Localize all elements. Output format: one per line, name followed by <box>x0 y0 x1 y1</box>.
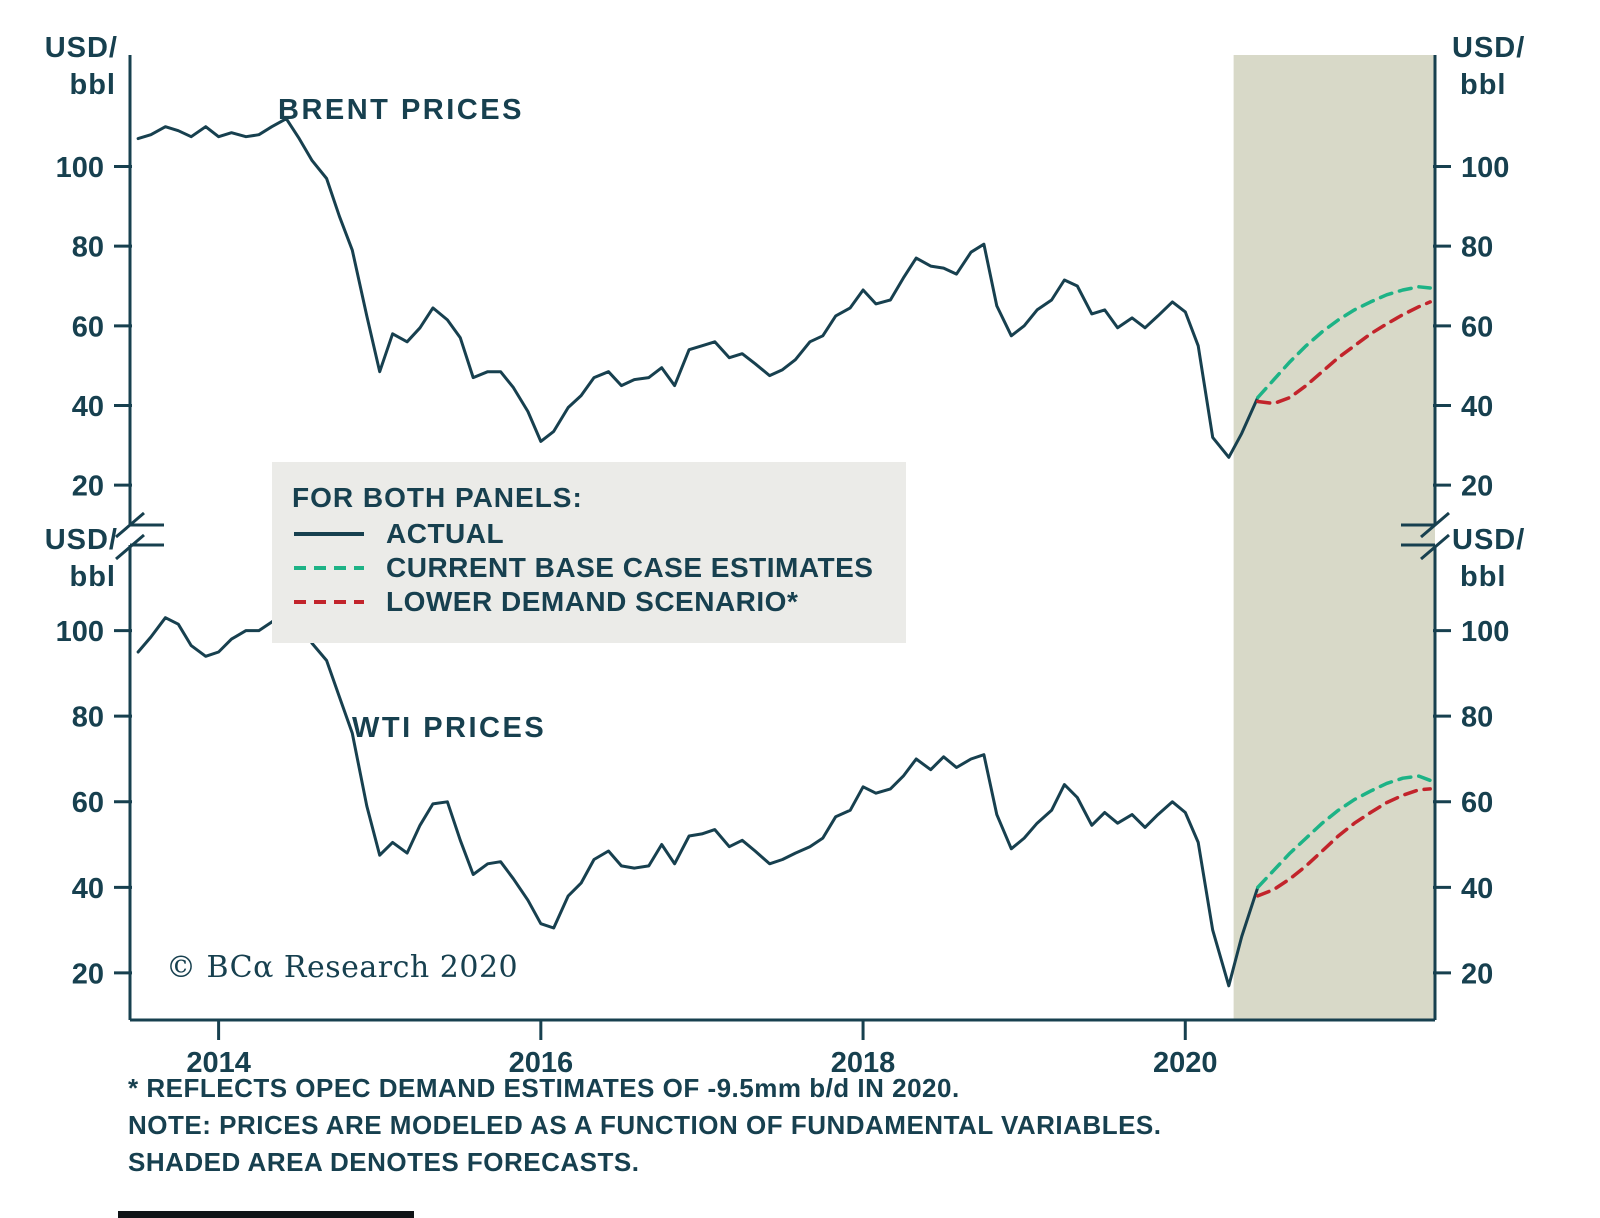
footnotes: * REFLECTS OPEC DEMAND ESTIMATES OF -9.5… <box>128 1070 1161 1181</box>
svg-text:40: 40 <box>72 873 104 905</box>
svg-text:60: 60 <box>1461 311 1493 343</box>
svg-text:40: 40 <box>72 391 104 423</box>
svg-text:60: 60 <box>72 787 104 819</box>
svg-text:100: 100 <box>56 152 104 184</box>
y-axis-unit-line1: USD/ <box>1452 524 1526 556</box>
y-axis-unit-line2: bbl <box>1460 561 1507 593</box>
svg-text:2018: 2018 <box>831 1047 896 1079</box>
svg-text:80: 80 <box>72 232 104 264</box>
y-axis-unit-mid-right: USD/ bbl <box>1452 522 1544 596</box>
svg-text:80: 80 <box>1461 232 1493 264</box>
svg-text:2016: 2016 <box>509 1047 574 1079</box>
svg-text:60: 60 <box>72 311 104 343</box>
legend-title: FOR BOTH PANELS: <box>292 482 583 513</box>
y-axis-unit-line1: USD/ <box>1452 32 1526 64</box>
legend-item-lower-demand: LOWER DEMAND SCENARIO* <box>292 585 906 619</box>
actual-line-swatch <box>294 532 364 536</box>
y-axis-unit-line1: USD/ <box>44 524 118 556</box>
svg-text:40: 40 <box>1461 391 1493 423</box>
lower-demand-line-swatch <box>294 600 364 604</box>
legend-item-label: LOWER DEMAND SCENARIO* <box>386 586 799 617</box>
cropped-edge-artifact <box>118 1211 414 1218</box>
copyright: © BCα Research 2020 <box>166 950 519 985</box>
legend: FOR BOTH PANELS: ACTUAL CURRENT BASE CAS… <box>272 462 906 643</box>
y-axis-unit-line2: bbl <box>1460 69 1507 101</box>
y-axis-unit-line1: USD/ <box>44 32 118 64</box>
svg-text:80: 80 <box>1461 702 1493 734</box>
brent-panel-title: BRENT PRICES <box>278 94 524 126</box>
svg-text:100: 100 <box>56 616 104 648</box>
svg-text:20: 20 <box>72 958 104 990</box>
svg-text:2020: 2020 <box>1153 1047 1218 1079</box>
y-axis-unit-line2: bbl <box>69 69 116 101</box>
footnote-2: NOTE: PRICES ARE MODELED AS A FUNCTION O… <box>128 1110 1162 1140</box>
svg-text:60: 60 <box>1461 787 1493 819</box>
svg-text:80: 80 <box>72 702 104 734</box>
legend-item-base-case: CURRENT BASE CASE ESTIMATES <box>292 551 906 585</box>
y-axis-unit-mid-left: USD/ bbl <box>26 522 118 596</box>
legend-item-label: CURRENT BASE CASE ESTIMATES <box>386 552 874 583</box>
footnote-3: SHADED AREA DENOTES FORECASTS. <box>128 1147 640 1177</box>
svg-text:40: 40 <box>1461 873 1493 905</box>
base-case-line-swatch <box>294 566 364 570</box>
svg-text:20: 20 <box>72 471 104 503</box>
svg-text:20: 20 <box>1461 958 1493 990</box>
y-axis-unit-line2: bbl <box>69 561 116 593</box>
svg-text:2014: 2014 <box>186 1047 251 1079</box>
y-axis-unit-top-left: USD/ bbl <box>26 30 118 104</box>
y-axis-unit-top-right: USD/ bbl <box>1452 30 1544 104</box>
svg-text:20: 20 <box>1461 471 1493 503</box>
legend-item-label: ACTUAL <box>386 518 505 549</box>
wti-panel-title: WTI PRICES <box>352 712 547 744</box>
legend-item-actual: ACTUAL <box>292 517 906 551</box>
svg-text:100: 100 <box>1461 616 1509 648</box>
footnote-1: * REFLECTS OPEC DEMAND ESTIMATES OF -9.5… <box>128 1073 960 1103</box>
svg-text:100: 100 <box>1461 152 1509 184</box>
